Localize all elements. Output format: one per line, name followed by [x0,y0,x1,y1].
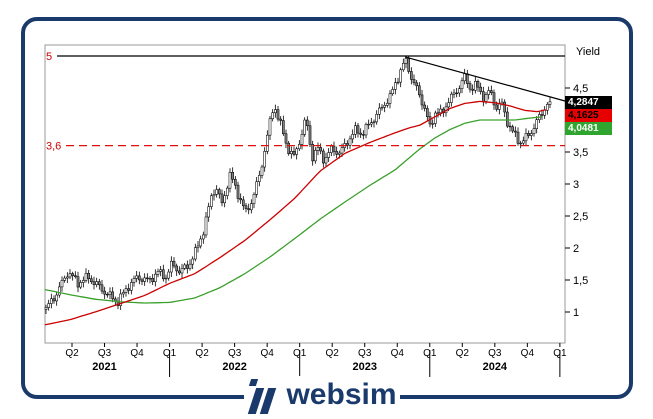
axis-title: Yield [576,46,601,58]
websim-logo-icon [247,378,277,416]
svg-text:2,5: 2,5 [573,211,588,223]
websim-logo: websim [244,376,400,419]
y-axis: 4,5 3,5 3 2,5 2 1,5 1 [565,83,588,319]
svg-text:Q2: Q2 [456,348,470,359]
svg-text:Q2: Q2 [326,348,340,359]
svg-text:2022: 2022 [222,361,246,373]
plot-border [44,44,566,344]
svg-text:3: 3 [573,179,579,191]
svg-text:Q3: Q3 [228,348,242,359]
resistance-line-5: 5 [46,51,565,63]
logo-dot-icon [249,379,259,386]
ma-slow-badge: 4,0481 [565,122,612,135]
websim-logo-text: websim [286,378,397,411]
svg-text:Q3: Q3 [98,348,112,359]
svg-text:3,5: 3,5 [573,147,588,159]
svg-text:Q4: Q4 [130,348,144,359]
svg-text:Q4: Q4 [521,348,535,359]
support-line-3-6: 3,6 [46,141,565,153]
last-price-badge: 4,2847 [565,96,612,109]
trendline [404,56,566,102]
ma-slow-line [44,116,542,304]
svg-text:1,5: 1,5 [573,275,588,287]
svg-text:Q2: Q2 [65,348,79,359]
svg-text:2021: 2021 [92,361,116,373]
candlestick-series [44,56,552,315]
svg-text:2024: 2024 [483,361,508,373]
svg-text:1: 1 [573,307,579,319]
svg-text:3,6: 3,6 [46,141,61,153]
svg-text:5: 5 [46,51,52,63]
svg-text:2023: 2023 [352,361,376,373]
svg-text:Q4: Q4 [260,348,274,359]
svg-text:4,5: 4,5 [573,83,588,95]
svg-text:Q3: Q3 [488,348,502,359]
svg-text:Q4: Q4 [391,348,405,359]
svg-text:Q2: Q2 [195,348,209,359]
ma-fast-line [44,100,546,326]
chart-frame [21,17,633,399]
ma-fast-badge: 4,1625 [565,109,612,122]
svg-text:Q3: Q3 [358,348,372,359]
svg-text:2: 2 [573,243,579,255]
